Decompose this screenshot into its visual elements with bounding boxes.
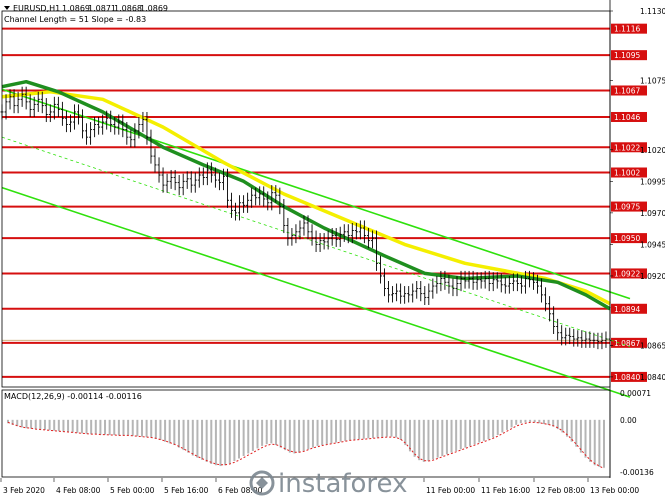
level-tag-label: 1.0894 [614,305,640,314]
level-tag-label: 1.0922 [614,269,640,278]
ohlc-low: 1.0868 [114,4,142,13]
macd-panel: MACD(12,26,9) -0.00114 -0.00116 0.00071 0.… [1,389,654,478]
level-tag [611,201,647,212]
level-tag-label: 1.1067 [614,86,640,95]
time-tick-label: 13 Feb 00:00 [590,486,639,495]
instaforex-logo-icon [249,470,275,496]
macd-label: MACD(12,26,9) -0.00114 -0.00116 [4,392,142,401]
macd-axis-label: 0.00071 [620,389,651,398]
level-tag [611,371,647,382]
price-tick-label: 1.1130 [640,7,665,16]
ohlc-open: 1.0869 [62,4,90,13]
level-tag-label: 1.1116 [614,25,640,34]
price-tick-label: 1.0920 [640,272,665,281]
support-resistance-levels: 1.1116 1.1095 1.1067 1.1046 1.1022 1.1002 1.09… [2,23,647,382]
time-tick-label: 12 Feb 08:00 [536,486,585,495]
level-tag [611,337,647,348]
time-tick-label: 6 Feb 08:00 [218,486,263,495]
level-tag-label: 1.1095 [614,51,640,60]
level-tag [611,23,647,34]
watermark-text: instaforex [278,469,407,499]
time-tick-label: 11 Feb 00:00 [426,486,475,495]
price-tick-label: 1.1020 [640,146,665,155]
level-tag [611,111,647,122]
channel-lower-line [1,186,631,398]
time-tick-label: 11 Feb 16:00 [481,486,530,495]
macd-axis-label: 0.00 [620,416,637,425]
channel-info: Channel Length = 51 Slope = -0.83 [4,15,146,24]
level-tag-label: 1.0840 [614,373,640,382]
time-tick-label: 3 Feb 2020 [3,486,45,495]
level-tag [611,85,647,96]
level-tag [611,233,647,244]
chart-header: EURUSD,H1 1.0869 1.0871 1.0868 1.0869 Ch… [4,4,168,24]
instaforex-watermark: instaforex [249,469,407,499]
level-tag-label: 1.1022 [614,143,640,152]
level-tag [611,167,647,178]
symbol-dropdown-icon[interactable] [4,6,10,10]
macd-axis-label: -0.00136 [620,468,654,477]
price-tick-label: 1.0995 [640,177,665,186]
price-axis: 1.11301.10751.10201.09951.09701.09451.09… [1,0,665,478]
moving-average-slow [1,90,611,306]
symbol-name: EURUSD,H1 [13,4,60,13]
time-tick-label: 5 Feb 00:00 [110,486,155,495]
level-tag [611,142,647,153]
price-tick-label: 1.0840 [640,373,665,382]
price-tick-label: 1.0865 [640,341,665,350]
price-tick-label: 1.1075 [640,76,665,85]
level-tag [611,268,647,279]
macd-signal-line [7,421,605,470]
time-tick-label: 5 Feb 16:00 [164,486,209,495]
level-tag-label: 1.0950 [614,234,640,243]
price-tick-label: 1.0970 [640,209,665,218]
level-tag-label: 1.0867 [614,339,640,348]
price-tick-label: 1.0945 [640,240,665,249]
level-tag [611,303,647,314]
time-tick-label: 4 Feb 08:00 [56,486,101,495]
price-bars [0,86,612,350]
level-tag [611,50,647,61]
level-tag-label: 1.0975 [614,203,640,212]
level-tag-label: 1.1046 [614,113,640,122]
ohlc-close: 1.0869 [140,4,168,13]
time-axis: 3 Feb 2020 4 Feb 08:00 5 Feb 00:00 5 Feb 16… [0,478,639,495]
level-tag-label: 1.1002 [614,169,640,178]
ohlc-high: 1.0871 [88,4,116,13]
